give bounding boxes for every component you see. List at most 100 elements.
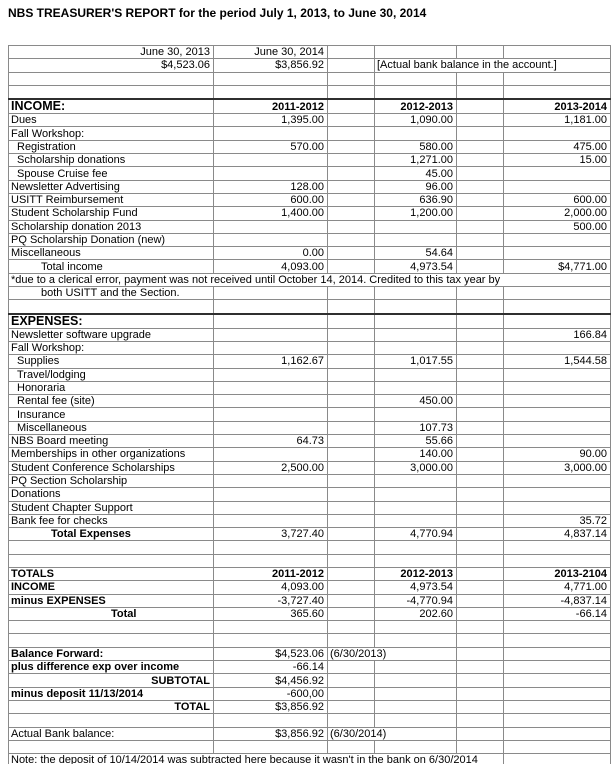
empty-cell bbox=[8, 620, 214, 635]
empty-cell bbox=[327, 540, 375, 555]
empty-cell bbox=[456, 113, 504, 128]
empty-cell bbox=[456, 206, 504, 221]
empty-cell bbox=[456, 327, 504, 342]
empty-cell bbox=[456, 380, 504, 396]
empty-cell bbox=[456, 673, 504, 688]
table-cell: [Actual bank balance in the account.] bbox=[374, 58, 611, 73]
empty-cell bbox=[456, 394, 504, 409]
empty-cell bbox=[327, 126, 375, 141]
empty-cell bbox=[213, 327, 328, 342]
empty-cell bbox=[374, 660, 457, 675]
empty-cell bbox=[456, 447, 504, 462]
empty-cell bbox=[374, 513, 457, 529]
table-row bbox=[8, 299, 611, 315]
table-row: both USITT and the Section. bbox=[8, 286, 611, 301]
table-cell: Total Expenses bbox=[8, 527, 214, 542]
empty-cell bbox=[456, 71, 504, 86]
table-row: INCOME: 2011-2012 2012-2013 2013-2014 bbox=[8, 98, 611, 115]
empty-cell bbox=[327, 500, 375, 515]
table-row: Miscellaneous 107.73 bbox=[8, 420, 611, 436]
table-cell: 90.00 bbox=[503, 447, 611, 462]
table-row: PQ Section Scholarship bbox=[8, 473, 611, 489]
empty-cell bbox=[374, 540, 457, 555]
table-row: minus EXPENSES -3,727.40 -4,770.94 -4,837.1… bbox=[8, 593, 611, 608]
table-cell: 2,000.00 bbox=[503, 206, 611, 221]
table-cell: PQ Scholarship Donation (new) bbox=[8, 232, 214, 248]
empty-cell bbox=[503, 699, 611, 715]
table-cell: 64.73 bbox=[213, 434, 328, 449]
empty-cell bbox=[327, 312, 375, 329]
empty-cell bbox=[503, 726, 611, 741]
table-cell: (6/30/2013) bbox=[327, 646, 457, 662]
empty-cell bbox=[327, 713, 375, 728]
report-title: NBS TREASURER'S REPORT for the period Ju… bbox=[8, 6, 427, 20]
empty-cell bbox=[503, 553, 611, 568]
empty-cell bbox=[456, 153, 504, 168]
empty-cell bbox=[374, 686, 457, 701]
empty-cell bbox=[456, 527, 504, 542]
table-cell: minus deposit 11/13/2014 bbox=[8, 686, 214, 701]
empty-cell bbox=[503, 620, 611, 635]
table-row: Student Conference Scholarships 2,500.00 3… bbox=[8, 460, 611, 475]
empty-cell bbox=[8, 84, 214, 100]
empty-cell bbox=[503, 299, 611, 315]
table-cell: 55.66 bbox=[374, 434, 457, 449]
empty-cell bbox=[327, 739, 375, 755]
table-row: Registration 570.00 580.00 475.00 bbox=[8, 139, 611, 155]
table-row: Supplies 1,162.67 1,017.55 1,544.58 bbox=[8, 354, 611, 369]
table-cell: 600.00 bbox=[213, 192, 328, 208]
empty-cell bbox=[503, 673, 611, 688]
empty-cell bbox=[327, 606, 375, 622]
table-cell: 96.00 bbox=[374, 179, 457, 194]
table-cell: 580.00 bbox=[374, 139, 457, 155]
table-row: TOTAL $3,856.92 bbox=[8, 699, 611, 715]
empty-cell bbox=[456, 354, 504, 369]
table-row: Bank fee for checks 35.72 bbox=[8, 513, 611, 529]
empty-cell bbox=[327, 686, 375, 701]
empty-cell bbox=[8, 739, 214, 755]
empty-cell bbox=[503, 434, 611, 449]
table-cell: 1,544.58 bbox=[503, 354, 611, 369]
table-cell: NBS Board meeting bbox=[8, 434, 214, 449]
empty-cell bbox=[213, 380, 328, 396]
table-cell: 636.90 bbox=[374, 192, 457, 208]
table-cell: INCOME bbox=[8, 580, 214, 595]
empty-cell bbox=[327, 232, 375, 248]
empty-cell bbox=[503, 646, 611, 662]
empty-cell bbox=[456, 44, 504, 60]
empty-cell bbox=[374, 553, 457, 568]
empty-cell bbox=[374, 327, 457, 342]
table-cell: TOTAL bbox=[8, 699, 214, 715]
table-cell: 365.60 bbox=[213, 606, 328, 622]
empty-cell bbox=[456, 179, 504, 194]
table-row: Student Chapter Support bbox=[8, 500, 611, 515]
empty-cell bbox=[374, 407, 457, 422]
table-row: plus difference exp over income -66.14 bbox=[8, 660, 611, 675]
empty-cell bbox=[456, 739, 504, 755]
table-row: PQ Scholarship Donation (new) bbox=[8, 232, 611, 248]
table-cell: 3,000.00 bbox=[503, 460, 611, 475]
empty-cell bbox=[327, 98, 375, 115]
empty-cell bbox=[374, 380, 457, 396]
empty-cell bbox=[213, 394, 328, 409]
table-cell: 4,770.94 bbox=[374, 527, 457, 542]
empty-cell bbox=[456, 500, 504, 515]
empty-cell bbox=[503, 473, 611, 489]
empty-cell bbox=[374, 44, 457, 60]
table-cell: 475.00 bbox=[503, 139, 611, 155]
empty-cell bbox=[456, 340, 504, 356]
table-row: TOTALS 2011-2012 2012-2013 2013-2104 bbox=[8, 566, 611, 582]
empty-cell bbox=[456, 686, 504, 701]
empty-cell bbox=[327, 447, 375, 462]
empty-cell bbox=[213, 620, 328, 635]
empty-cell bbox=[456, 139, 504, 155]
table-row: Fall Workshop: bbox=[8, 126, 611, 141]
empty-cell bbox=[327, 420, 375, 436]
empty-cell bbox=[374, 219, 457, 234]
table-cell: Student Scholarship Fund bbox=[8, 206, 214, 221]
empty-cell bbox=[456, 84, 504, 100]
empty-cell bbox=[327, 219, 375, 234]
table-cell: Registration bbox=[8, 139, 214, 155]
empty-cell bbox=[503, 500, 611, 515]
table-cell: 2012-2013 bbox=[374, 566, 457, 582]
